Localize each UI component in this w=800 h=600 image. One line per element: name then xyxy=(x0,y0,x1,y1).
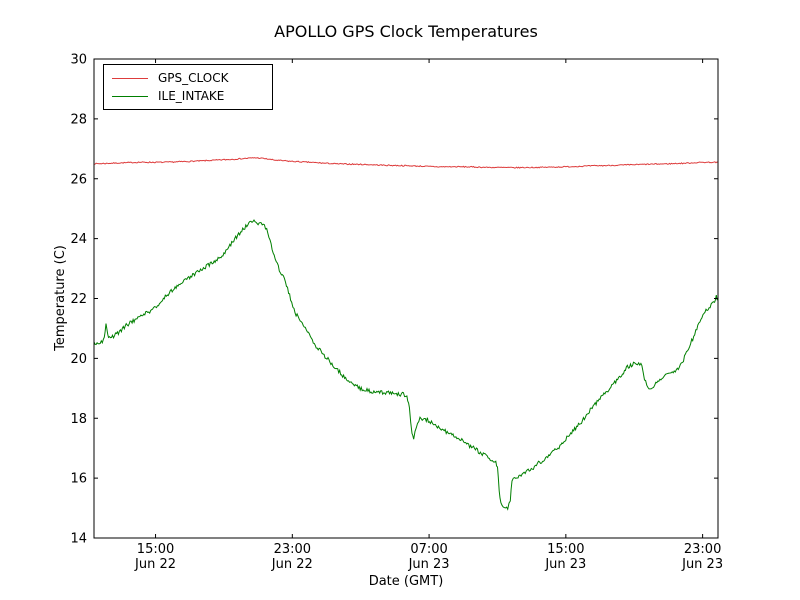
legend-entry-GPS_CLOCK: GPS_CLOCK xyxy=(112,69,262,87)
y-tick-label: 16 xyxy=(70,472,87,487)
x-tick-label-date: Jun 23 xyxy=(408,557,450,572)
y-tick-label: 26 xyxy=(70,172,87,187)
legend-entry-ILE_INTAKE: ILE_INTAKE xyxy=(112,87,262,105)
legend-line-sample xyxy=(112,77,148,79)
y-tick-label: 30 xyxy=(70,53,87,68)
x-tick-label-date: Jun 22 xyxy=(271,557,313,572)
legend-label: GPS_CLOCK xyxy=(158,71,229,85)
legend: GPS_CLOCK ILE_INTAKE xyxy=(103,64,273,110)
y-tick-label: 14 xyxy=(70,532,87,547)
x-tick-label-time: 15:00 xyxy=(547,542,584,557)
x-tick-label-date: Jun 22 xyxy=(134,557,176,572)
series-line-GPS_CLOCK xyxy=(94,157,718,169)
x-tick-label-time: 15:00 xyxy=(137,542,174,557)
chart-title: APOLLO GPS Clock Temperatures xyxy=(274,22,538,41)
series-line-ILE_INTAKE xyxy=(94,219,718,511)
series-lines xyxy=(94,157,718,511)
y-tick-label: 18 xyxy=(70,412,87,427)
y-tick-label: 28 xyxy=(70,112,87,127)
axes-frame xyxy=(93,58,719,539)
axes xyxy=(93,58,719,539)
y-tick-label: 20 xyxy=(70,352,87,367)
x-tick-label-date: Jun 23 xyxy=(544,557,586,572)
x-tick-label-date: Jun 23 xyxy=(681,557,723,572)
y-tick-label: 24 xyxy=(70,232,87,247)
x-tick-label-time: 23:00 xyxy=(274,542,311,557)
x-tick-label-time: 07:00 xyxy=(410,542,447,557)
legend-label: ILE_INTAKE xyxy=(158,89,225,103)
x-tick-label-time: 23:00 xyxy=(684,542,721,557)
x-axis-label: Date (GMT) xyxy=(368,574,444,589)
legend-line-sample xyxy=(112,95,148,97)
y-tick-label: 22 xyxy=(70,292,87,307)
